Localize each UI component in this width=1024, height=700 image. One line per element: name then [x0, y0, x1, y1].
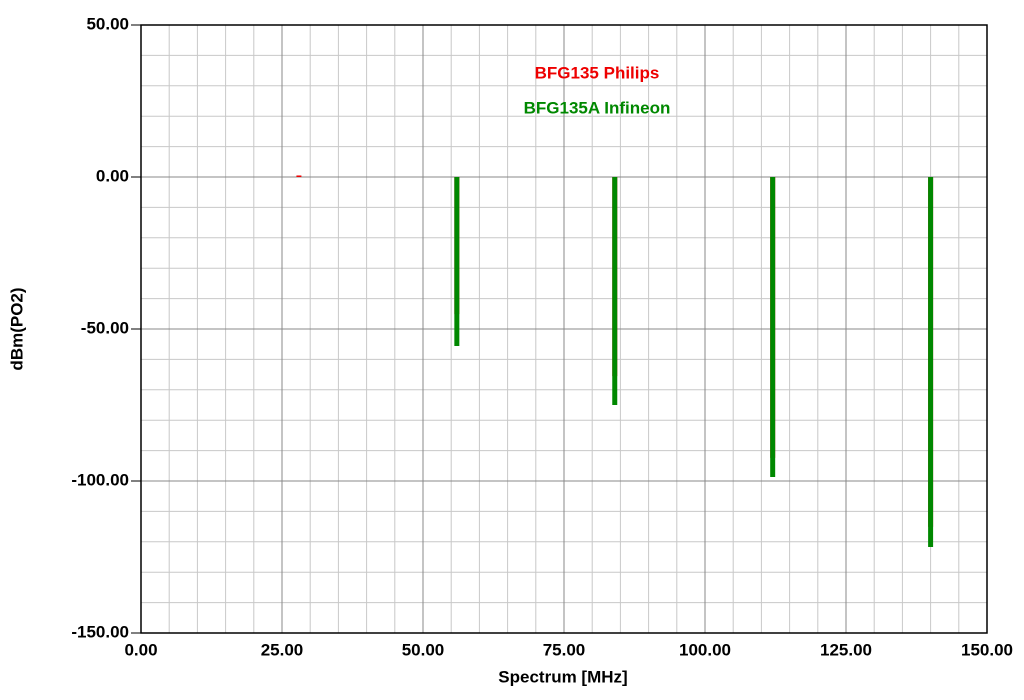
x-tick-label: 75.00: [543, 640, 586, 659]
y-tick-label: -150.00: [71, 622, 129, 641]
x-tick-label: 50.00: [402, 640, 445, 659]
y-axis-title: dBm(PO2): [7, 287, 26, 370]
x-tick-label: 125.00: [820, 640, 872, 659]
x-tick-label: 25.00: [261, 640, 304, 659]
x-tick-label: 150.00: [961, 640, 1013, 659]
y-tick-label: 50.00: [86, 14, 129, 33]
y-tick-label: -100.00: [71, 470, 129, 489]
y-tick-label: -50.00: [81, 318, 129, 337]
x-tick-label: 0.00: [124, 640, 157, 659]
y-tick-label: 0.00: [96, 166, 129, 185]
plot-frame: [140, 24, 988, 634]
legend-entry: BFG135 Philips: [535, 63, 660, 82]
x-tick-label: 100.00: [679, 640, 731, 659]
x-axis-title: Spectrum [MHz]: [498, 667, 627, 686]
legend-entry: BFG135A Infineon: [524, 98, 671, 117]
